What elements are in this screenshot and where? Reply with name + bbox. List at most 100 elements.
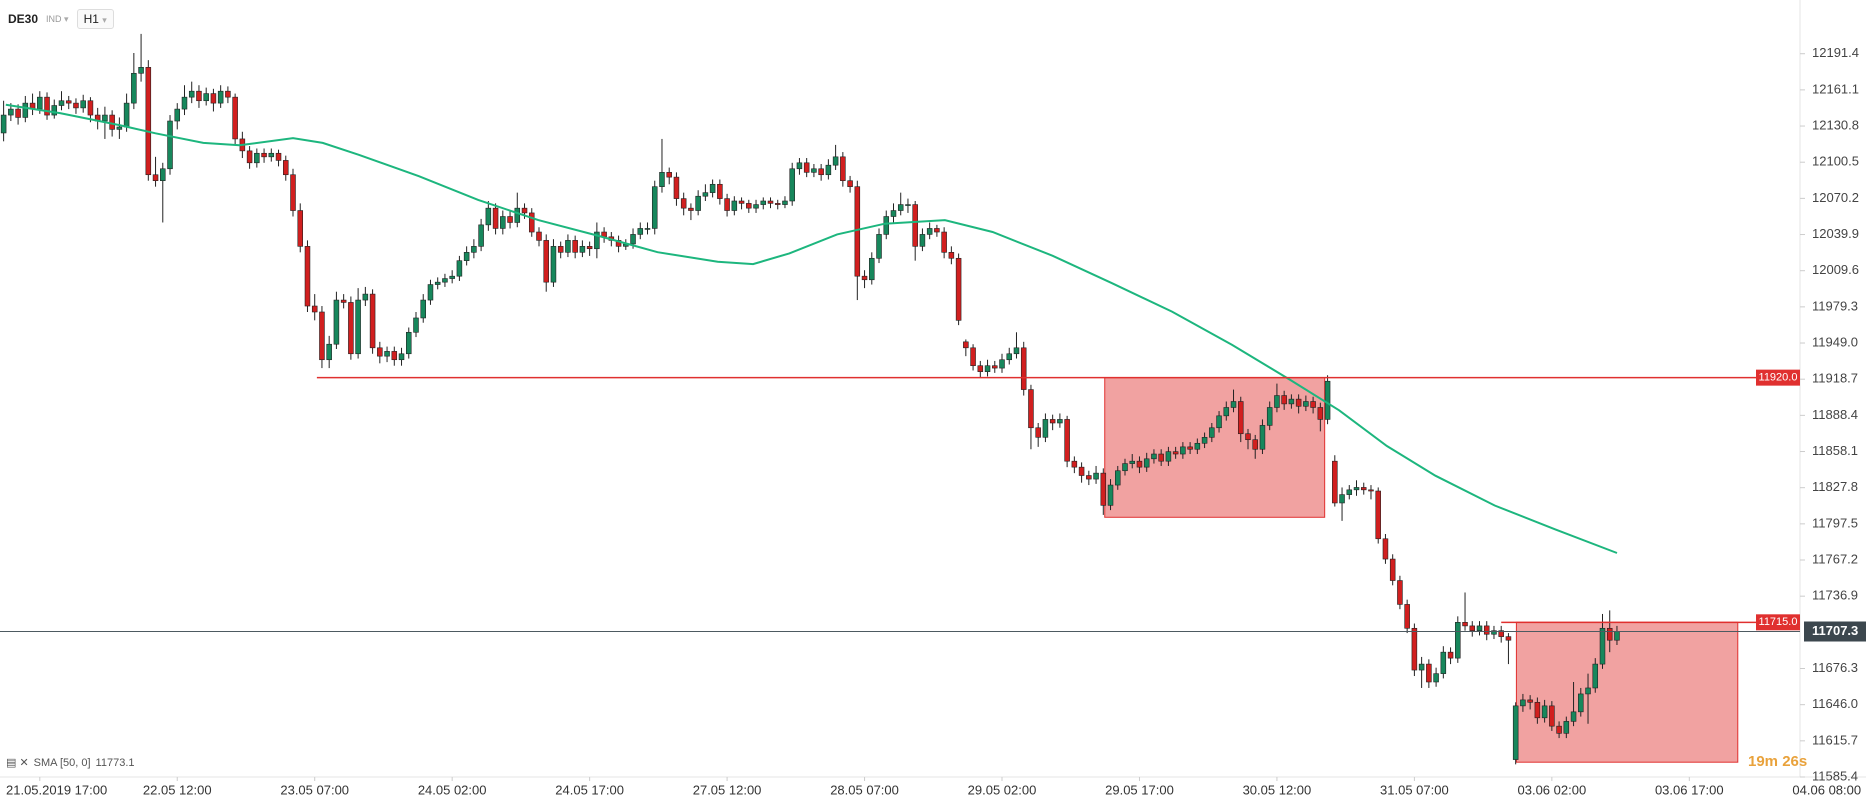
candle-body bbox=[767, 200, 774, 204]
candle-body bbox=[717, 183, 723, 199]
candle-body bbox=[1310, 401, 1316, 408]
y-tick-label: 12009.6 bbox=[1812, 262, 1859, 277]
candle-body bbox=[1303, 401, 1309, 407]
candle-body bbox=[1245, 433, 1251, 441]
candle-body bbox=[1035, 427, 1041, 438]
candle-body bbox=[970, 347, 976, 367]
x-tick-label: 27.05 12:00 bbox=[693, 782, 762, 797]
y-tick-label: 12100.5 bbox=[1812, 154, 1859, 169]
candle-body bbox=[297, 210, 304, 247]
candle-body bbox=[1078, 466, 1085, 476]
candle-body bbox=[963, 341, 969, 349]
candle-body bbox=[782, 200, 788, 205]
candle-body bbox=[1187, 446, 1193, 450]
level-label-box bbox=[1756, 614, 1800, 631]
candle-body bbox=[0, 114, 7, 134]
candle-body bbox=[15, 108, 21, 118]
candle-body bbox=[941, 231, 947, 253]
candle-body bbox=[449, 275, 455, 279]
x-tick-label: 24.05 17:00 bbox=[555, 782, 624, 797]
candle-body bbox=[442, 278, 448, 283]
symbol[interactable]: DE30 bbox=[8, 12, 39, 26]
candle-body bbox=[926, 228, 933, 235]
candle-body bbox=[1462, 622, 1468, 627]
y-tick-label: 11615.7 bbox=[1812, 732, 1858, 747]
candle-body bbox=[1346, 489, 1353, 495]
candle-body bbox=[1274, 395, 1280, 408]
candle-body bbox=[1266, 407, 1273, 426]
candle-body bbox=[1049, 419, 1056, 424]
x-tick-label: 03.06 02:00 bbox=[1518, 782, 1587, 797]
candle-body bbox=[152, 174, 159, 182]
candle-body bbox=[890, 210, 897, 217]
candle-body bbox=[1476, 625, 1483, 631]
candle-body bbox=[1151, 453, 1157, 460]
indicator-name: SMA [50, 0] bbox=[33, 756, 91, 769]
candle-body bbox=[1418, 663, 1425, 671]
candle-body bbox=[1324, 380, 1331, 420]
candle-body bbox=[225, 90, 231, 98]
candle-body bbox=[217, 90, 224, 104]
candle-body bbox=[167, 120, 173, 170]
candle-body bbox=[87, 100, 94, 116]
candle-body bbox=[731, 200, 738, 211]
candle-body bbox=[825, 164, 832, 176]
candle-body bbox=[1013, 347, 1020, 355]
y-tick-label: 12070.2 bbox=[1812, 190, 1859, 205]
candle-body bbox=[528, 212, 535, 233]
candle-body bbox=[565, 240, 571, 253]
candle-body bbox=[413, 317, 419, 333]
candle-body bbox=[1563, 721, 1570, 734]
candle-body bbox=[268, 152, 275, 158]
candle-body bbox=[203, 93, 209, 102]
candle-body bbox=[1237, 401, 1244, 435]
candle-body bbox=[44, 96, 50, 116]
candle-body bbox=[557, 246, 564, 253]
candle-body bbox=[702, 192, 709, 197]
candle-body bbox=[319, 311, 325, 361]
candle-body bbox=[1556, 725, 1562, 734]
candle-body bbox=[174, 108, 181, 122]
candle-body bbox=[138, 67, 144, 74]
candle-body bbox=[188, 90, 195, 98]
candle-body bbox=[1578, 693, 1584, 713]
candle-body bbox=[912, 204, 918, 247]
indicator-icon[interactable]: ▤ ✕ bbox=[6, 757, 29, 769]
y-tick-label: 12161.1 bbox=[1812, 81, 1859, 96]
x-tick-label: 04.06 08:00 bbox=[1792, 782, 1861, 797]
candle-body bbox=[246, 150, 253, 164]
candle-body bbox=[521, 207, 528, 214]
candle-body bbox=[876, 234, 882, 259]
candle-body bbox=[550, 246, 557, 283]
interval-dropdown[interactable]: H1 ▾ bbox=[76, 9, 114, 29]
candle-body bbox=[1086, 475, 1092, 480]
candle-body bbox=[1042, 419, 1049, 438]
level-label: 11715.0 bbox=[1759, 616, 1798, 628]
candle-body bbox=[630, 234, 636, 245]
candle-body bbox=[854, 186, 861, 277]
x-tick-label: 22.05 12:00 bbox=[143, 782, 212, 797]
candle-body bbox=[1570, 711, 1577, 722]
candle-body bbox=[1180, 446, 1186, 455]
candle-body bbox=[1057, 419, 1063, 424]
candle-body bbox=[586, 246, 593, 250]
candle-body bbox=[572, 240, 578, 253]
y-tick-label: 11858.1 bbox=[1812, 443, 1858, 458]
candle-body bbox=[1549, 705, 1555, 727]
y-tick-label: 11585.4 bbox=[1812, 768, 1858, 783]
candle-body bbox=[1209, 427, 1215, 438]
candle-body bbox=[355, 299, 361, 355]
candle-body bbox=[311, 305, 318, 313]
candle-body bbox=[275, 152, 282, 161]
candle-body bbox=[471, 246, 477, 253]
market[interactable]: IND ▾ bbox=[46, 13, 69, 24]
candle-body bbox=[688, 207, 694, 211]
last-price-label: 11707.3 bbox=[1812, 623, 1858, 638]
candle-body bbox=[1129, 460, 1135, 464]
candle-body bbox=[514, 207, 521, 223]
candle-body bbox=[934, 228, 940, 233]
candle-body bbox=[1288, 398, 1295, 405]
candle-body bbox=[326, 343, 332, 361]
candle-body bbox=[594, 231, 600, 250]
